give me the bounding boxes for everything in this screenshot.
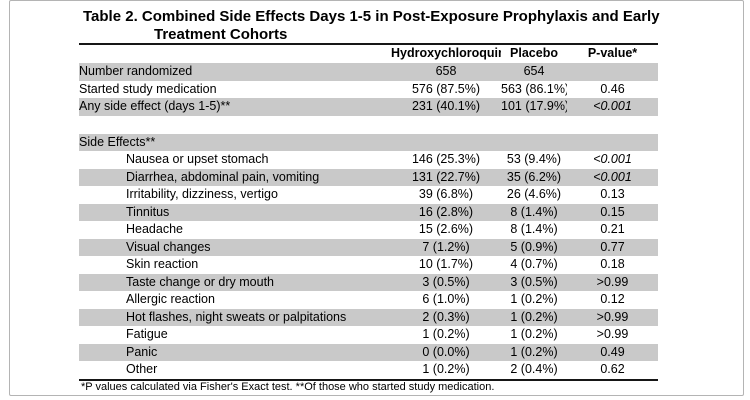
placebo-value: 4 (0.7%) [510,257,558,271]
table-row: Taste change or dry mouth 3 (0.5%) 3 (0.5%… [79,273,658,291]
table-footnote: *P values calculated via Fisher's Exact … [81,381,495,393]
header-placebo: Placebo [510,46,558,61]
hydroxychloroquine-value: 15 (2.6%) [418,222,474,236]
header-p-value: P-value* [587,46,638,61]
table-row: Panic 0 (0.0%) 1 (0.2%) 0.49 [79,343,658,361]
hydroxychloroquine-value: 10 (1.7%) [418,257,474,271]
row-label: Hot flashes, night sweats or palpitation… [79,308,391,326]
p-value: 0.18 [600,257,625,271]
row-label: Taste change or dry mouth [79,273,391,291]
p-value: 0.12 [600,292,625,306]
table-row: Headache 15 (2.6%) 8 (1.4%) 0.21 [79,221,658,239]
table-row: Started study medication 576 (87.5%) 563 (… [79,81,658,99]
table-header: Hydroxychloroquine Placebo P-value* [79,44,658,63]
table-title: Table 2. Combined Side Effects Days 1-5 … [83,8,660,43]
row-label: Skin reaction [126,257,199,271]
row-label: Allergic reaction [126,292,215,306]
table-row: Number randomized 658 654 [79,63,658,81]
row-label: Number randomized [79,63,391,81]
hydroxychloroquine-value: 0 (0.0%) [391,343,501,361]
placebo-value: 5 (0.9%) [501,238,567,256]
header-empty [79,44,391,63]
placebo-value: 1 (0.2%) [501,343,567,361]
p-value: 0.15 [567,203,658,221]
row-label: Irritability, dizziness, vertigo [126,187,278,201]
figure-frame: Table 2. Combined Side Effects Days 1-5 … [9,0,744,396]
spacer-row [79,115,658,134]
hydroxychloroquine-value: 231 (40.1%) [391,98,501,116]
placebo-value: 1 (0.2%) [501,308,567,326]
p-value: 0.21 [600,222,625,236]
hydroxychloroquine-value: 3 (0.5%) [391,273,501,291]
p-value: >0.99 [567,273,658,291]
placebo-value: 2 (0.4%) [510,362,558,376]
p-value: 0.46 [600,81,625,96]
header-hydroxychloroquine: Hydroxychloroquine [391,46,501,61]
row-label: Diarrhea, abdominal pain, vomiting [79,168,391,186]
section-label: Side Effects** [79,133,658,151]
table-row: Any side effect (days 1-5)** 231 (40.1%) 1… [79,98,658,116]
header-row: Hydroxychloroquine Placebo P-value* [79,44,658,63]
placebo-value: 1 (0.2%) [510,292,558,306]
row-label: Nausea or upset stomach [126,152,269,166]
table-row: Skin reaction 10 (1.7%) 4 (0.7%) 0.18 [79,256,658,274]
hydroxychloroquine-value: 576 (87.5%) [411,81,481,96]
placebo-value: 8 (1.4%) [501,203,567,221]
hydroxychloroquine-value: 39 (6.8%) [418,187,474,201]
hydroxychloroquine-value: 146 (25.3%) [411,152,481,166]
table-row: Fatigue 1 (0.2%) 1 (0.2%) >0.99 [79,326,658,344]
side-effects-table: Hydroxychloroquine Placebo P-value* Numb… [79,43,658,381]
table-row: Irritability, dizziness, vertigo 39 (6.8%… [79,186,658,204]
section-header-row: Side Effects** [79,133,658,151]
placebo-value: 26 (4.6%) [506,187,562,201]
row-label: Other [126,362,158,376]
table-row: Nausea or upset stomach 146 (25.3%) 53 (9.… [79,151,658,169]
p-value: 0.13 [600,187,625,201]
hydroxychloroquine-value: 1 (0.2%) [422,362,470,376]
p-value: >0.99 [596,327,629,341]
row-label: Tinnitus [79,203,391,221]
table-body: Number randomized 658 654 Started study med… [79,63,658,380]
p-value: >0.99 [567,308,658,326]
table-row: Allergic reaction 6 (1.0%) 1 (0.2%) 0.12 [79,291,658,309]
spacer-cell [79,115,658,134]
row-label: Any side effect (days 1-5)** [79,98,391,116]
placebo-value: 654 [501,63,567,81]
row-label: Panic [79,343,391,361]
p-value: <0.001 [567,168,658,186]
hydroxychloroquine-value: 7 (1.2%) [391,238,501,256]
placebo-value: 101 (17.9%) [501,98,567,116]
hydroxychloroquine-value: 2 (0.3%) [391,308,501,326]
p-value: <0.001 [593,152,632,166]
placebo-value: 3 (0.5%) [501,273,567,291]
placebo-value: 35 (6.2%) [501,168,567,186]
placebo-value: 1 (0.2%) [510,327,558,341]
p-value: <0.001 [567,98,658,116]
p-value: 0.62 [600,362,625,376]
placebo-value: 8 (1.4%) [510,222,558,236]
table-row: Diarrhea, abdominal pain, vomiting 131 (2… [79,168,658,186]
row-label: Fatigue [126,327,168,341]
placebo-value: 53 (9.4%) [506,152,562,166]
hydroxychloroquine-value: 658 [391,63,501,81]
p-value: 0.77 [567,238,658,256]
table-row: Tinnitus 16 (2.8%) 8 (1.4%) 0.15 [79,203,658,221]
hydroxychloroquine-value: 6 (1.0%) [422,292,470,306]
hydroxychloroquine-value: 16 (2.8%) [391,203,501,221]
table-row: Visual changes 7 (1.2%) 5 (0.9%) 0.77 [79,238,658,256]
table-row: Hot flashes, night sweats or palpitation… [79,308,658,326]
placebo-value: 563 (86.1%) [501,81,567,96]
p-value: 0.49 [567,343,658,361]
row-label: Visual changes [79,238,391,256]
hydroxychloroquine-value: 1 (0.2%) [422,327,470,341]
table-row: Other 1 (0.2%) 2 (0.4%) 0.62 [79,361,658,380]
row-label: Started study medication [79,81,217,96]
hydroxychloroquine-value: 131 (22.7%) [391,168,501,186]
p-value [567,63,658,81]
row-label: Headache [126,222,183,236]
